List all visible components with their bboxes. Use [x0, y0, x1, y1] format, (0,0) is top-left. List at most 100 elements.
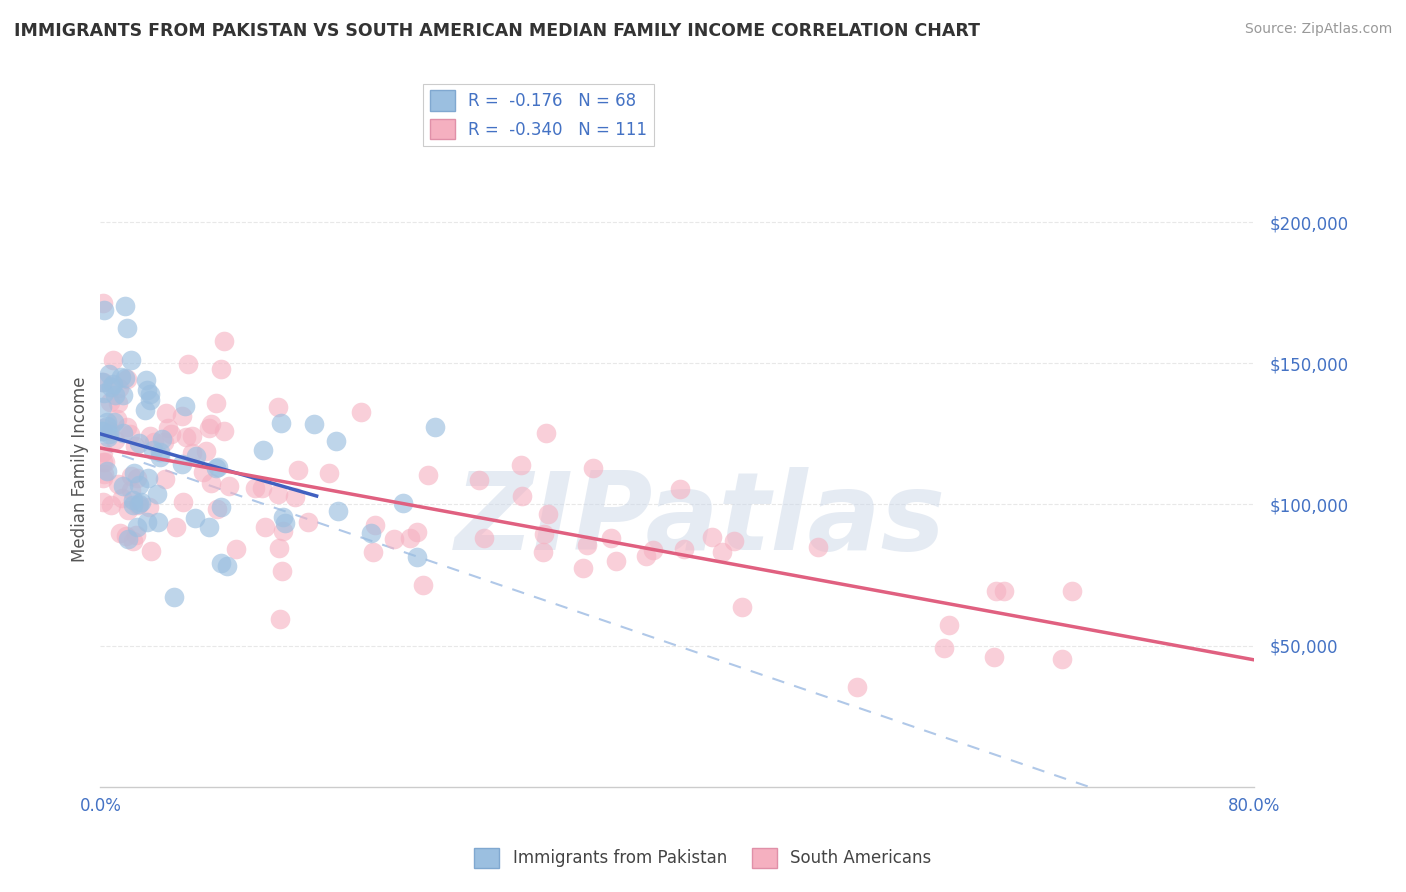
Point — [207, 459, 229, 474]
Point — [200, 475, 222, 490]
Point — [510, 458, 533, 472]
Point — [100, 498, 122, 512]
Point — [364, 518, 387, 533]
Point — [90, 401, 112, 415]
Point — [1050, 651, 1073, 665]
Point — [98, 425, 121, 439]
Point — [325, 434, 347, 448]
Point — [91, 445, 114, 459]
Point — [155, 406, 177, 420]
Point — [93, 303, 115, 318]
Point — [669, 482, 692, 496]
Point — [723, 533, 745, 548]
Point — [641, 543, 664, 558]
Point — [96, 464, 118, 478]
Point — [160, 427, 183, 442]
Point — [423, 420, 446, 434]
Point — [93, 386, 115, 401]
Point — [122, 498, 145, 512]
Point — [673, 541, 696, 556]
Point — [93, 455, 115, 469]
Point — [101, 352, 124, 367]
Point — [510, 489, 533, 503]
Point — [114, 529, 136, 543]
Point — [845, 681, 868, 695]
Point — [700, 531, 723, 545]
Point — [128, 497, 150, 511]
Point — [104, 434, 127, 448]
Point — [184, 449, 207, 463]
Point — [134, 402, 156, 417]
Text: ZIPatlas: ZIPatlas — [454, 467, 946, 573]
Point — [406, 550, 429, 565]
Point — [209, 556, 232, 570]
Text: Source: ZipAtlas.com: Source: ZipAtlas.com — [1244, 22, 1392, 37]
Point — [136, 383, 159, 397]
Point — [111, 491, 134, 505]
Point — [302, 417, 325, 432]
Point — [129, 495, 152, 509]
Point — [136, 471, 159, 485]
Point — [124, 528, 146, 542]
Point — [163, 591, 186, 605]
Point — [571, 560, 593, 574]
Text: IMMIGRANTS FROM PAKISTAN VS SOUTH AMERICAN MEDIAN FAMILY INCOME CORRELATION CHAR: IMMIGRANTS FROM PAKISTAN VS SOUTH AMERIC… — [14, 22, 980, 40]
Legend: R =  -0.176   N = 68, R =  -0.340   N = 111: R = -0.176 N = 68, R = -0.340 N = 111 — [423, 84, 654, 146]
Point — [153, 472, 176, 486]
Point — [254, 520, 277, 534]
Point — [153, 434, 176, 449]
Point — [986, 583, 1008, 598]
Point — [412, 578, 434, 592]
Point — [194, 444, 217, 458]
Point — [91, 471, 114, 485]
Point — [111, 479, 134, 493]
Point — [218, 479, 240, 493]
Point — [212, 425, 235, 439]
Point — [215, 559, 238, 574]
Point — [536, 425, 558, 440]
Point — [468, 473, 491, 487]
Point — [405, 524, 427, 539]
Point — [360, 526, 382, 541]
Point — [269, 613, 291, 627]
Point — [142, 435, 165, 450]
Point — [533, 527, 555, 541]
Point — [932, 640, 955, 655]
Point — [138, 500, 160, 514]
Point — [731, 599, 754, 614]
Legend: Immigrants from Pakistan, South Americans: Immigrants from Pakistan, South American… — [468, 841, 938, 875]
Point — [361, 545, 384, 559]
Point — [1062, 584, 1084, 599]
Point — [108, 381, 131, 395]
Point — [98, 427, 121, 442]
Point — [297, 515, 319, 529]
Point — [270, 564, 292, 578]
Point — [531, 545, 554, 559]
Point — [91, 295, 114, 310]
Point — [271, 524, 294, 538]
Point — [145, 487, 167, 501]
Point — [157, 421, 180, 435]
Point — [267, 541, 290, 556]
Point — [100, 380, 122, 394]
Point — [176, 430, 198, 444]
Point — [382, 532, 405, 546]
Point — [150, 432, 173, 446]
Point — [243, 481, 266, 495]
Point — [103, 415, 125, 429]
Point — [634, 549, 657, 564]
Point — [127, 498, 149, 512]
Point — [472, 531, 495, 545]
Point — [170, 458, 193, 472]
Point — [267, 487, 290, 501]
Point — [392, 496, 415, 510]
Point — [197, 421, 219, 435]
Point — [96, 419, 118, 434]
Point — [117, 372, 139, 386]
Point — [193, 465, 215, 479]
Point — [90, 424, 112, 438]
Point — [148, 515, 170, 529]
Point — [605, 554, 627, 568]
Point — [108, 525, 131, 540]
Point — [96, 415, 118, 429]
